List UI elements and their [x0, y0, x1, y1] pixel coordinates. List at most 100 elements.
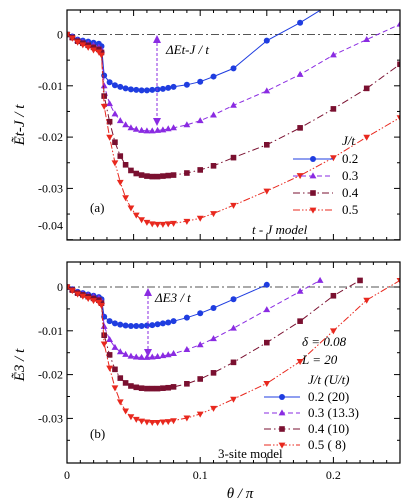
data-point-b-0-15 — [138, 322, 145, 329]
data-point-a-1-14 — [132, 125, 140, 132]
data-point-b-0-21 — [170, 318, 177, 325]
data-point-b-2-23 — [197, 376, 203, 382]
data-point-b-1-18 — [154, 353, 161, 360]
data-point-b-3-30 — [396, 278, 400, 285]
data-point-a-3-22 — [183, 218, 191, 225]
legend-marker-a-2 — [310, 190, 316, 196]
y-axis-title-a: Ẽt-J / t — [11, 104, 28, 147]
data-point-b-2-13 — [128, 383, 134, 389]
panel-label-b: (b) — [90, 426, 105, 441]
data-point-a-1-19 — [159, 126, 167, 133]
data-point-b-2-22 — [184, 380, 190, 387]
data-point-b-1-9 — [106, 335, 114, 342]
xtick-label-b-2: 0.2 — [326, 468, 341, 482]
data-point-a-0-20 — [165, 84, 172, 91]
data-point-a-3-7 — [98, 52, 105, 59]
data-point-a-3-30 — [396, 115, 400, 122]
series-a — [67, 3, 400, 228]
data-point-a-1-12 — [122, 121, 130, 128]
data-point-a-3-2 — [74, 39, 82, 46]
data-point-a-1-26 — [263, 87, 271, 94]
data-point-b-1-21 — [170, 349, 177, 356]
data-point-b-1-28 — [316, 276, 324, 283]
data-point-a-1-8 — [100, 82, 108, 89]
data-point-b-3-28 — [330, 328, 337, 335]
legend-a: J/t 0.2 0.3 0.4 0.5 — [293, 133, 359, 217]
data-point-b-2-10 — [112, 366, 118, 373]
series-line-b-2 — [67, 279, 361, 390]
data-point-b-0-19 — [159, 320, 166, 327]
data-point-b-3-23 — [196, 411, 204, 418]
legend-entry-a-3: 0.5 — [342, 202, 358, 217]
data-point-a-0-21 — [170, 83, 177, 90]
data-point-b-2-28 — [330, 292, 337, 299]
panel-b: 0 -0.01 -0.02 -0.03 0 0.1 0.2 Ẽ3 / t θ /… — [11, 261, 401, 502]
data-point-b-3-2 — [74, 291, 82, 298]
data-point-b-0-23 — [197, 310, 204, 317]
data-point-a-0-27 — [297, 19, 304, 26]
data-point-a-0-25 — [230, 65, 237, 72]
ytick-label-a-0: 0 — [57, 28, 63, 42]
legend-entry-a-0: 0.2 — [342, 151, 358, 166]
data-point-a-2-10 — [112, 139, 118, 146]
data-point-a-3-19 — [159, 221, 167, 228]
data-point-b-0-25 — [230, 296, 237, 303]
legend-marker-b-3 — [278, 442, 286, 449]
data-point-b-2-15 — [138, 385, 145, 391]
data-point-a-3-20 — [164, 221, 172, 228]
data-point-a-2-5 — [90, 44, 97, 51]
data-point-a-3-26 — [263, 188, 271, 195]
data-point-a-3-4 — [84, 44, 92, 51]
xtick-label-b-0: 0 — [64, 468, 70, 482]
data-point-b-0-11 — [117, 321, 124, 328]
data-point-b-0-22 — [183, 314, 190, 321]
legend-entry-b-1: 0.3 (13.3) — [308, 405, 359, 420]
legend-title-b: J/t (U/t) — [308, 372, 350, 387]
data-point-a-2-30 — [397, 61, 400, 68]
data-point-b-3-0 — [67, 284, 71, 291]
data-point-a-0-28 — [324, 3, 330, 9]
data-point-a-1-20 — [164, 125, 172, 132]
data-point-b-1-10 — [111, 343, 119, 350]
delta-energy-label-a: ΔEt-J / t — [165, 42, 209, 57]
data-point-b-0-24 — [210, 305, 217, 312]
data-point-a-3-1 — [68, 35, 76, 42]
data-point-a-2-17 — [149, 173, 156, 180]
data-point-b-3-19 — [159, 419, 167, 426]
data-point-b-3-3 — [79, 293, 87, 300]
data-point-a-3-28 — [330, 155, 337, 162]
data-point-b-1-17 — [148, 353, 156, 360]
data-point-b-3-10 — [111, 385, 119, 392]
ytick-label-a-4: -0.04 — [38, 219, 63, 233]
data-point-b-3-9 — [106, 365, 114, 372]
data-point-a-1-22 — [183, 121, 191, 128]
legend-keys-a — [293, 156, 333, 214]
data-point-b-3-24 — [210, 405, 217, 412]
data-point-a-2-12 — [122, 162, 129, 168]
legend-entry-b-2: 0.4 (10) — [308, 421, 349, 436]
legend-marker-b-0 — [279, 394, 285, 400]
legend-entry-a-2: 0.4 — [342, 185, 359, 200]
ytick-label-b-2: -0.02 — [38, 368, 63, 382]
data-point-b-1-25 — [230, 324, 237, 331]
data-point-a-2-7 — [98, 49, 105, 56]
data-point-a-3-25 — [230, 202, 237, 209]
param-length: L = 20 — [301, 352, 338, 367]
data-point-a-3-10 — [111, 160, 119, 167]
data-point-a-0-15 — [138, 87, 145, 94]
data-point-a-2-9 — [106, 118, 113, 125]
data-point-b-1-8 — [100, 322, 108, 329]
data-point-a-3-12 — [122, 195, 130, 202]
data-point-b-3-27 — [296, 359, 304, 366]
data-point-a-2-25 — [230, 154, 237, 161]
data-point-b-3-5 — [90, 298, 97, 305]
legend-keys-b — [264, 394, 300, 449]
data-point-b-3-6 — [95, 299, 103, 306]
legend-entry-b-3: 0.5 ( 8) — [308, 437, 346, 452]
data-point-b-3-7 — [98, 302, 105, 309]
legend-title-a: J/t — [342, 133, 355, 148]
data-point-b-3-21 — [170, 418, 177, 425]
data-point-b-1-22 — [183, 346, 191, 353]
data-point-a-0-24 — [210, 73, 217, 80]
